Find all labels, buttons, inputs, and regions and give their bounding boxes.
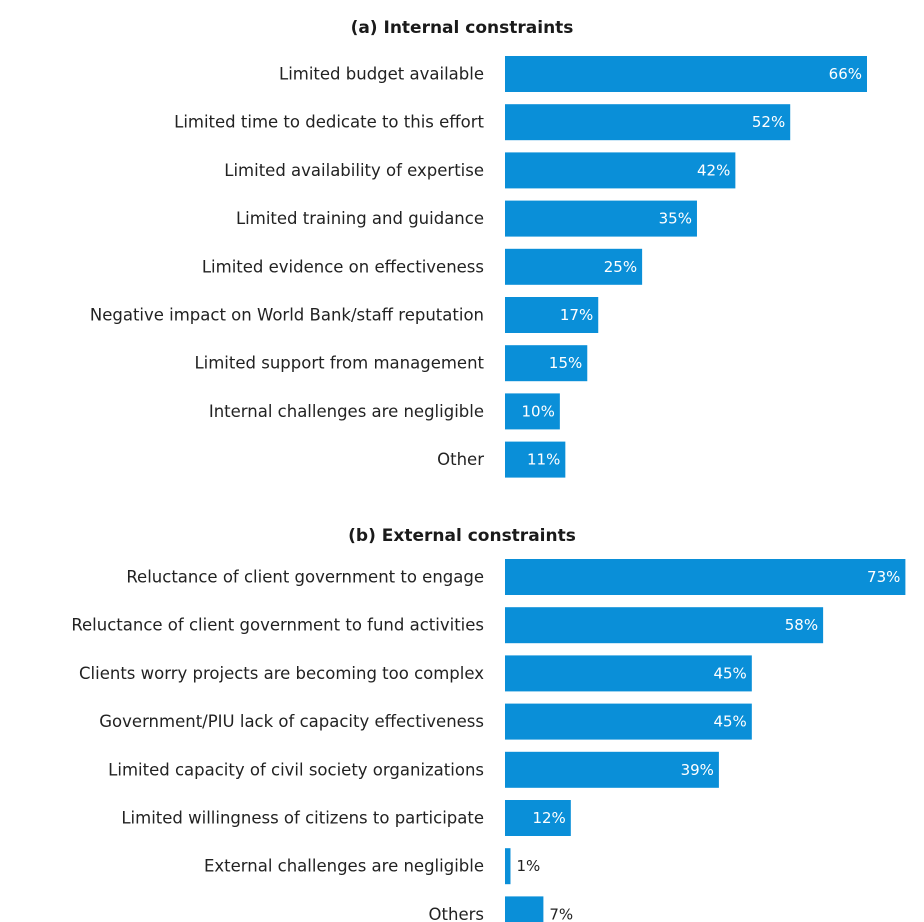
- bar: [505, 751, 719, 788]
- external-constraints-panel: (b) External constraints Reluctance of c…: [0, 508, 924, 922]
- bar: [505, 104, 791, 141]
- category-label: Others: [429, 905, 484, 922]
- data-label: 35%: [659, 210, 692, 228]
- category-label: Limited training and guidance: [236, 209, 484, 228]
- bar: [505, 800, 571, 836]
- category-label: Limited availability of expertise: [224, 161, 484, 180]
- data-label: 42%: [697, 161, 730, 179]
- category-label: Limited time to dedicate to this effort: [174, 113, 484, 132]
- external-constraints-chart: Reluctance of client government to engag…: [71, 559, 906, 922]
- data-label: 7%: [549, 905, 573, 922]
- category-label: Other: [437, 450, 484, 469]
- category-label: Limited capacity of civil society organi…: [108, 760, 484, 779]
- bar: [505, 703, 752, 740]
- bar: [505, 200, 697, 237]
- data-label: 15%: [549, 354, 582, 372]
- bar: [505, 607, 824, 644]
- bar: [505, 896, 544, 922]
- data-label: 66%: [829, 65, 862, 83]
- bar: [505, 345, 588, 382]
- bar: [505, 441, 566, 478]
- data-label: 1%: [516, 857, 540, 875]
- bar: [505, 297, 599, 333]
- data-label: 45%: [713, 713, 746, 731]
- bar: [505, 559, 906, 595]
- data-label: 12%: [532, 809, 565, 827]
- bar: [505, 248, 643, 285]
- chart-title: (b) External constraints: [348, 526, 576, 546]
- data-label: 11%: [527, 451, 560, 469]
- bar: [505, 848, 511, 885]
- category-label: Limited support from management: [194, 354, 484, 373]
- chart-title: (a) Internal constraints: [350, 18, 574, 38]
- category-label: Internal challenges are negligible: [209, 402, 484, 421]
- data-label: 73%: [867, 568, 900, 586]
- bar: [505, 56, 867, 92]
- data-label: 45%: [713, 664, 746, 682]
- data-label: 10%: [522, 402, 555, 420]
- internal-constraints-chart: Limited budget available 66% Limited time …: [90, 56, 867, 478]
- internal-constraints-panel: (a) Internal constraints Limited budget …: [90, 18, 867, 478]
- category-label: Reluctance of client government to engag…: [126, 568, 484, 587]
- category-label: External challenges are negligible: [204, 857, 484, 876]
- data-label: 52%: [752, 113, 785, 131]
- bar: [505, 655, 752, 692]
- category-label: Limited evidence on effectiveness: [202, 257, 484, 276]
- data-label: 25%: [604, 258, 637, 276]
- category-label: Negative impact on World Bank/staff repu…: [90, 306, 484, 325]
- data-label: 17%: [560, 306, 593, 324]
- category-label: Clients worry projects are becoming too …: [79, 664, 484, 683]
- category-label: Government/PIU lack of capacity effectiv…: [99, 712, 484, 731]
- bar: [505, 393, 560, 430]
- bar: [505, 152, 736, 189]
- category-label: Limited willingness of citizens to parti…: [121, 809, 484, 828]
- category-label: Reluctance of client government to fund …: [71, 616, 484, 635]
- data-label: 39%: [681, 761, 714, 779]
- data-label: 58%: [785, 616, 818, 634]
- category-label: Limited budget available: [279, 65, 484, 84]
